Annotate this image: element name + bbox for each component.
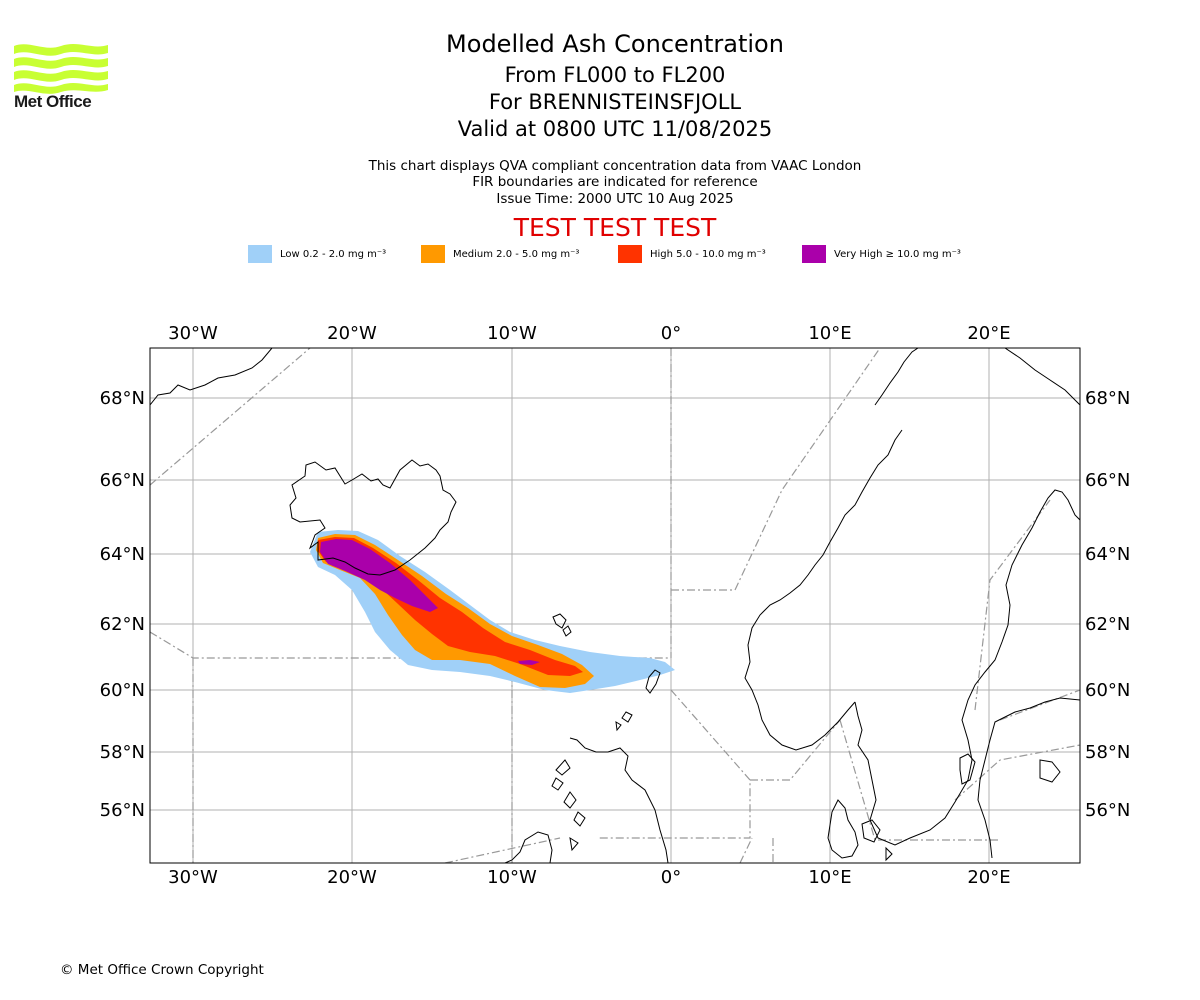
legend-very-high: Very High ≥ 10.0 mg m⁻³ [802, 244, 961, 264]
greenland-coast [150, 348, 273, 406]
lat-labels-right: 68°N 66°N 64°N 62°N 60°N 58°N 56°N [1085, 388, 1130, 821]
legend-swatch-medium [421, 245, 445, 263]
lat-label: 62°N [100, 614, 145, 635]
coastlines [150, 348, 1080, 863]
lat-label: 58°N [100, 742, 145, 763]
shetland-coast [645, 669, 661, 694]
valid-time: Valid at 0800 UTC 11/08/2025 [457, 117, 773, 141]
lon-label: 30°W [168, 867, 218, 888]
lon-labels-top: 30°W 20°W 10°W 0° 10°E 20°E [168, 323, 1010, 344]
lon-label: 20°W [327, 867, 377, 888]
ash-very-high [320, 539, 438, 612]
issue-time: Issue Time: 2000 UTC 10 Aug 2025 [496, 191, 734, 207]
lon-label: 10°E [808, 867, 851, 888]
lon-label: 20°W [327, 323, 377, 344]
volcano-name: For BRENNISTEINSFJOLL [488, 90, 742, 114]
legend-swatch-high [618, 245, 642, 263]
lat-labels-left: 68°N 66°N 64°N 62°N 60°N 58°N 56°N [100, 388, 145, 821]
lon-label: 10°W [487, 323, 537, 344]
chart-title: Modelled Ash Concentration [446, 30, 784, 58]
legend-label-low: Low 0.2 - 2.0 mg m⁻³ [280, 248, 387, 260]
legend-label-very-high: Very High ≥ 10.0 mg m⁻³ [834, 248, 961, 260]
legend-swatch-very-high [802, 245, 826, 263]
iceland-coast [289, 459, 457, 576]
lon-labels-bottom: 30°W 20°W 10°W 0° 10°E 20°E [168, 867, 1010, 888]
lat-label: 66°N [1085, 470, 1130, 491]
graticule [150, 348, 1080, 863]
legend-medium: Medium 2.0 - 5.0 mg m⁻³ [421, 244, 579, 264]
lat-label: 68°N [1085, 388, 1130, 409]
flight-levels: From FL000 to FL200 [504, 63, 726, 87]
lon-label: 30°W [168, 323, 218, 344]
lon-label: 20°E [967, 867, 1010, 888]
norway-coast [744, 348, 1080, 751]
lat-label: 56°N [1085, 800, 1130, 821]
lat-label: 56°N [100, 800, 145, 821]
lat-label: 60°N [1085, 680, 1130, 701]
logo-text: Met Office [14, 92, 92, 111]
lat-label: 60°N [100, 680, 145, 701]
lat-label: 58°N [1085, 742, 1130, 763]
test-banner: TEST TEST TEST [513, 213, 717, 242]
lat-label: 64°N [1085, 544, 1130, 565]
lat-label: 62°N [1085, 614, 1130, 635]
fir-boundaries [150, 348, 1080, 863]
lon-label: 0° [661, 323, 681, 344]
lon-label: 20°E [967, 323, 1010, 344]
scotland-coast [569, 737, 669, 863]
finland-coast [977, 697, 1080, 859]
denmark-coast [827, 799, 859, 859]
legend-label-high: High 5.0 - 10.0 mg m⁻³ [650, 248, 766, 260]
lat-label: 64°N [100, 544, 145, 565]
ash-very-high-tail [518, 660, 540, 665]
lon-label: 10°E [808, 323, 851, 344]
legend-high: High 5.0 - 10.0 mg m⁻³ [618, 244, 766, 264]
lon-label: 10°W [487, 867, 537, 888]
legend-swatch-low [248, 245, 272, 263]
lat-label: 66°N [100, 470, 145, 491]
legend-label-medium: Medium 2.0 - 5.0 mg m⁻³ [453, 248, 580, 260]
map-frame [149, 347, 1081, 864]
lon-label: 0° [661, 867, 681, 888]
sweden-coast [854, 489, 1080, 846]
met-office-logo [14, 44, 108, 94]
legend-low: Low 0.2 - 2.0 mg m⁻³ [248, 244, 386, 264]
ash-plume [310, 530, 675, 693]
note-fir: FIR boundaries are indicated for referen… [472, 174, 758, 190]
note-qva: This chart displays QVA compliant concen… [368, 158, 862, 174]
lat-label: 68°N [100, 388, 145, 409]
copyright: © Met Office Crown Copyright [60, 962, 264, 978]
